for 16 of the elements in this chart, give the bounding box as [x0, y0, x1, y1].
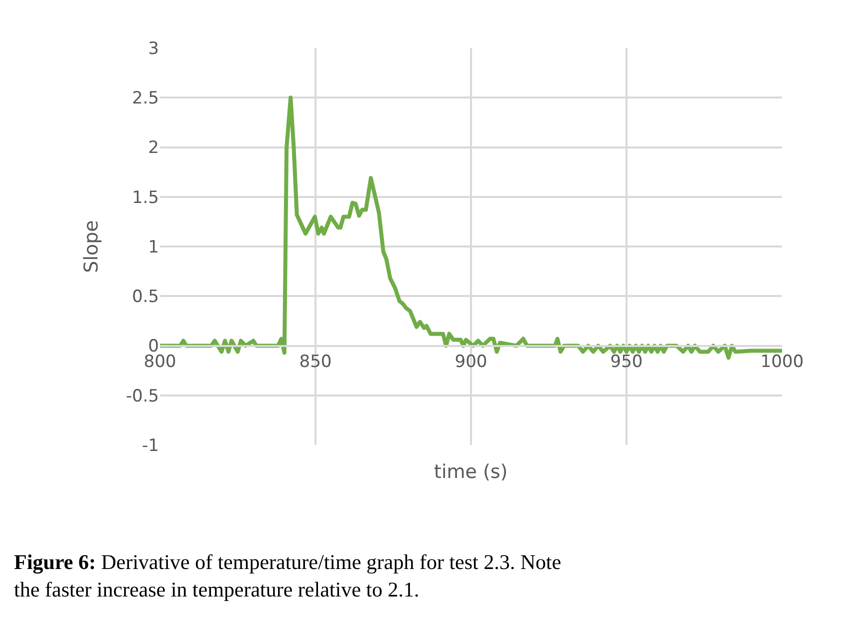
- y-axis-title: Slope: [80, 220, 103, 273]
- x-axis-title: time (s): [434, 461, 508, 483]
- y-tick-label: -1: [142, 436, 159, 456]
- x-tick-label: 950: [610, 352, 643, 372]
- y-tick-label: 2.5: [132, 88, 159, 109]
- x-tick-label: 800: [144, 352, 176, 372]
- y-tick-label: 1.5: [132, 188, 159, 208]
- y-tick-label: 1: [148, 237, 159, 258]
- x-tick-label: 900: [454, 352, 488, 372]
- y-tick-label: -0.5: [126, 386, 159, 406]
- y-tick-label: 0.5: [132, 287, 159, 308]
- x-tick-label: 850: [299, 352, 332, 372]
- caption: Figure 6: Derivative of temperature/time graph for test 2.3. Note the faster increase in temperature relative to 2.1.: [14, 550, 562, 602]
- y-tick-label: 2: [148, 138, 159, 158]
- x-tick-label: 1000: [760, 352, 804, 372]
- y-tick-label: 3: [148, 38, 159, 59]
